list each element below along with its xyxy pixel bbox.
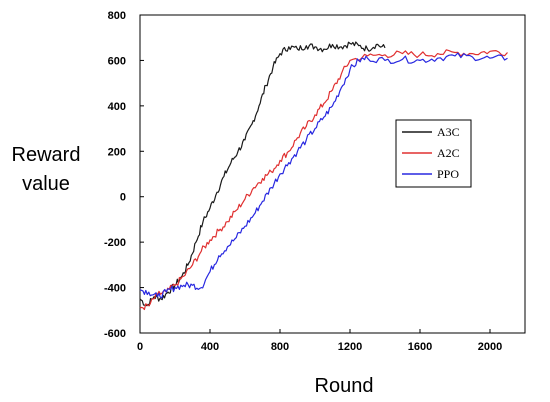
y-tick-label: 800 [108, 10, 126, 22]
x-tick-label: 1200 [338, 341, 362, 353]
y-tick-label: -600 [104, 328, 126, 340]
y-tick-labels: -600 -400 -200 0 200 400 600 800 [104, 10, 126, 340]
y-axis-title-line2: value [22, 173, 70, 195]
legend: A3C A2C PPO [395, 119, 472, 188]
y-tick-label: 200 [108, 146, 126, 158]
y-tick-label: 0 [120, 192, 126, 204]
x-tick-label: 0 [137, 341, 143, 353]
series-line-a2c [139, 49, 508, 311]
legend-label-a3c: A3C [437, 125, 460, 139]
y-tick-label: -400 [104, 283, 126, 295]
legend-label-a2c: A2C [437, 146, 460, 160]
y-tick-label: -200 [104, 237, 126, 249]
series-lines [139, 41, 508, 311]
x-tick-labels: 0 400 800 1200 1600 2000 [137, 341, 502, 353]
series-line-a3c [139, 41, 386, 307]
x-tick-label: 400 [201, 341, 219, 353]
y-axis-title-line1: Reward [12, 144, 81, 166]
x-tick-label: 2000 [478, 341, 502, 353]
y-tick-label: 600 [108, 55, 126, 67]
y-tick-label: 400 [108, 101, 126, 113]
axis-ticks [139, 14, 491, 334]
legend-label-ppo: PPO [437, 167, 459, 181]
x-tick-label: 1600 [408, 341, 432, 353]
series-line-ppo [139, 52, 508, 299]
x-axis-title: Round [315, 375, 374, 397]
x-tick-label: 800 [271, 341, 289, 353]
